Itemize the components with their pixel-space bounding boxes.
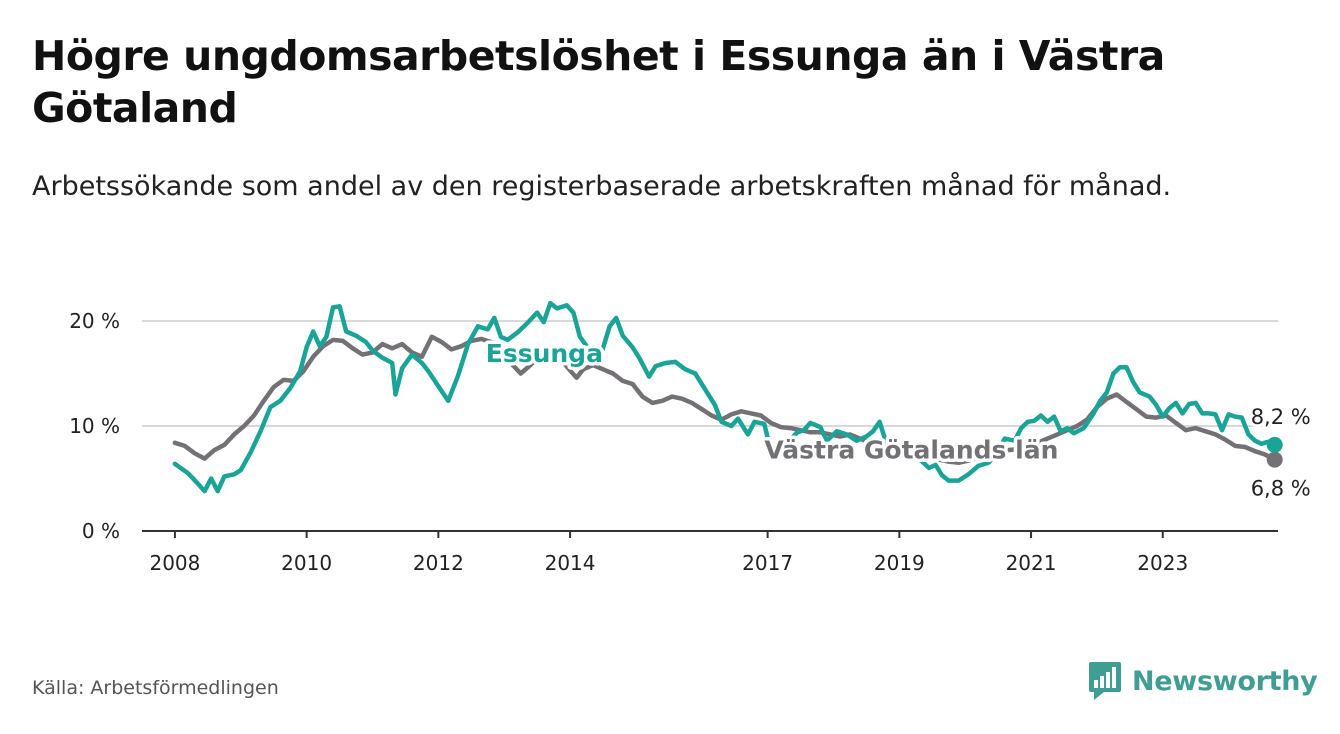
x-tick-label: 2019 xyxy=(874,551,925,575)
y-tick-label: 10 % xyxy=(69,414,120,438)
series-label-vastra-gotaland: Västra Götalands län xyxy=(764,436,1058,465)
y-tick-label: 20 % xyxy=(69,309,120,333)
source-note: Källa: Arbetsförmedlingen xyxy=(32,677,279,699)
series-label-essunga: Essunga xyxy=(486,339,603,368)
chart-title: Högre ungdomsarbetslöshet i Essunga än i… xyxy=(32,32,1165,132)
x-tick-label: 2010 xyxy=(281,551,332,575)
newsworthy-logo-icon xyxy=(1089,662,1121,700)
end-value-label-essunga: 8,2 % xyxy=(1251,405,1311,429)
end-marker-essunga xyxy=(1266,436,1283,453)
x-tick-label: 2021 xyxy=(1006,551,1057,575)
x-tick-label: 2008 xyxy=(149,551,200,575)
chart-subtitle: Arbetssökande som andel av den registerb… xyxy=(32,171,1172,202)
brand-name: Newsworthy xyxy=(1132,665,1318,697)
series-line-vastra-gotaland xyxy=(172,334,1277,466)
end-marker-vastra-gotaland xyxy=(1266,451,1283,468)
end-value-label-vastra-gotaland: 6,8 % xyxy=(1251,476,1311,500)
x-tick-label: 2012 xyxy=(413,551,464,575)
series-line-essunga xyxy=(172,300,1277,494)
x-tick-label: 2014 xyxy=(545,551,596,575)
y-tick-label: 0 % xyxy=(82,519,120,543)
x-tick-label: 2017 xyxy=(742,551,793,575)
brand-logo[interactable]: Newsworthy xyxy=(1088,660,1318,702)
x-tick-label: 2023 xyxy=(1137,551,1188,575)
